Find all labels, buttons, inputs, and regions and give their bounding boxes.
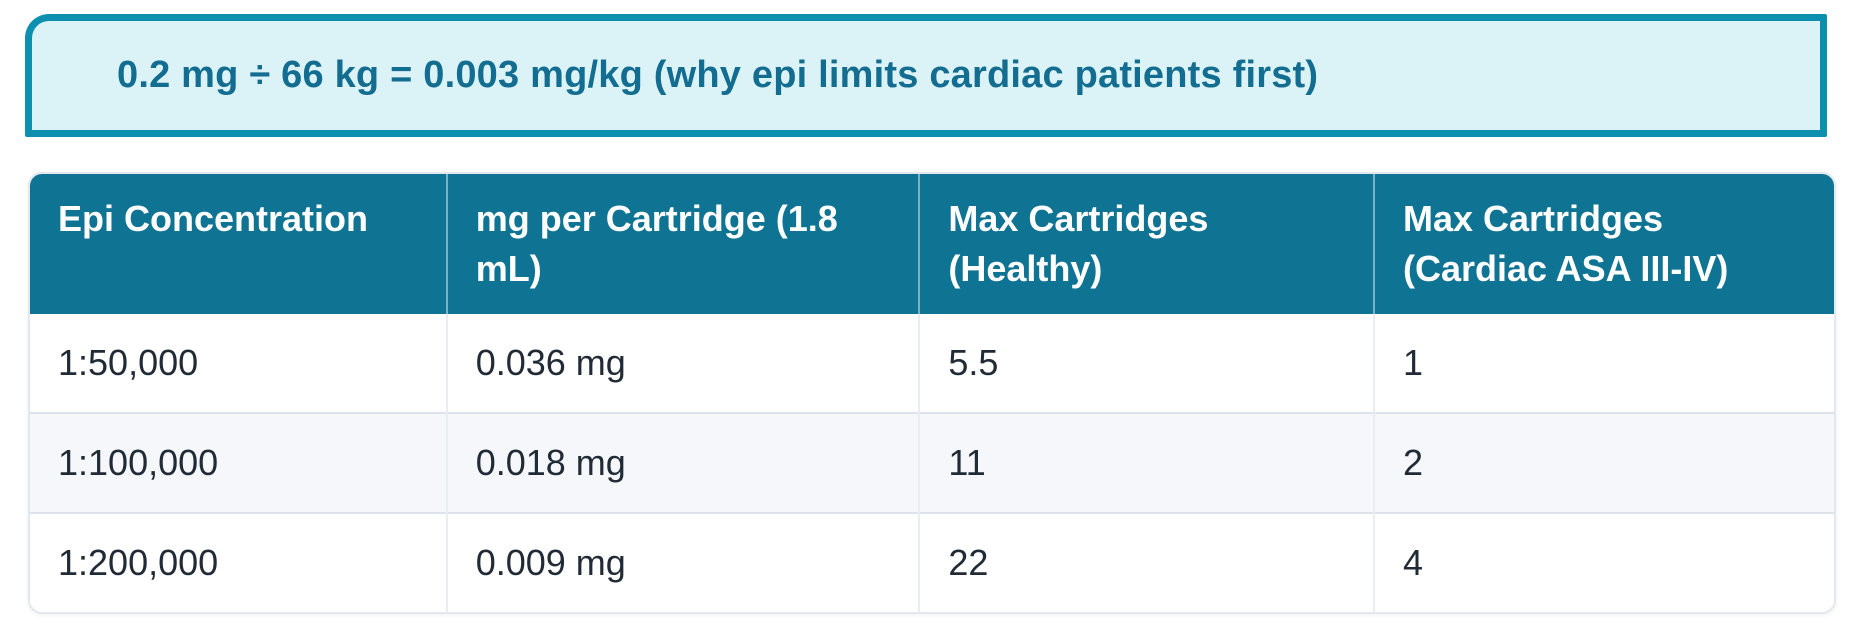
table-header-row: Epi Concentration mg per Cartridge (1.8 … <box>30 174 1834 314</box>
table-row: 1:100,000 0.018 mg 11 2 <box>30 412 1834 513</box>
table-cell-concentration: 1:50,000 <box>30 314 447 413</box>
table-cell-concentration: 1:200,000 <box>30 512 447 612</box>
table-row: 1:200,000 0.009 mg 22 4 <box>30 512 1834 612</box>
epi-dosage-table-grid: Epi Concentration mg per Cartridge (1.8 … <box>30 174 1834 612</box>
table-cell-max-healthy: 5.5 <box>918 314 1374 413</box>
table-cell-max-healthy: 11 <box>918 412 1374 513</box>
table-cell-mg: 0.036 mg <box>445 314 920 413</box>
table-cell-max-cardiac: 1 <box>1372 314 1834 413</box>
column-header-max-cartridges-cardiac: Max Cartridges (Cardiac ASA III-IV) <box>1372 174 1834 314</box>
table-cell-concentration: 1:100,000 <box>30 412 447 513</box>
table-cell-mg: 0.018 mg <box>445 412 920 513</box>
column-header-mg-per-cartridge: mg per Cartridge (1.8 mL) <box>445 174 920 314</box>
table-cell-max-cardiac: 4 <box>1372 512 1834 612</box>
formula-callout: 0.2 mg ÷ 66 kg = 0.003 mg/kg (why epi li… <box>25 14 1827 137</box>
table-row: 1:50,000 0.036 mg 5.5 1 <box>30 314 1834 413</box>
epi-dosage-table: Epi Concentration mg per Cartridge (1.8 … <box>28 172 1836 614</box>
table-cell-max-healthy: 22 <box>918 512 1374 612</box>
table-cell-mg: 0.009 mg <box>445 512 920 612</box>
formula-text: 0.2 mg ÷ 66 kg = 0.003 mg/kg (why epi li… <box>117 54 1319 96</box>
table-cell-max-cardiac: 2 <box>1372 412 1834 513</box>
column-header-epi-concentration: Epi Concentration <box>30 174 447 314</box>
column-header-max-cartridges-healthy: Max Cartridges (Healthy) <box>918 174 1374 314</box>
